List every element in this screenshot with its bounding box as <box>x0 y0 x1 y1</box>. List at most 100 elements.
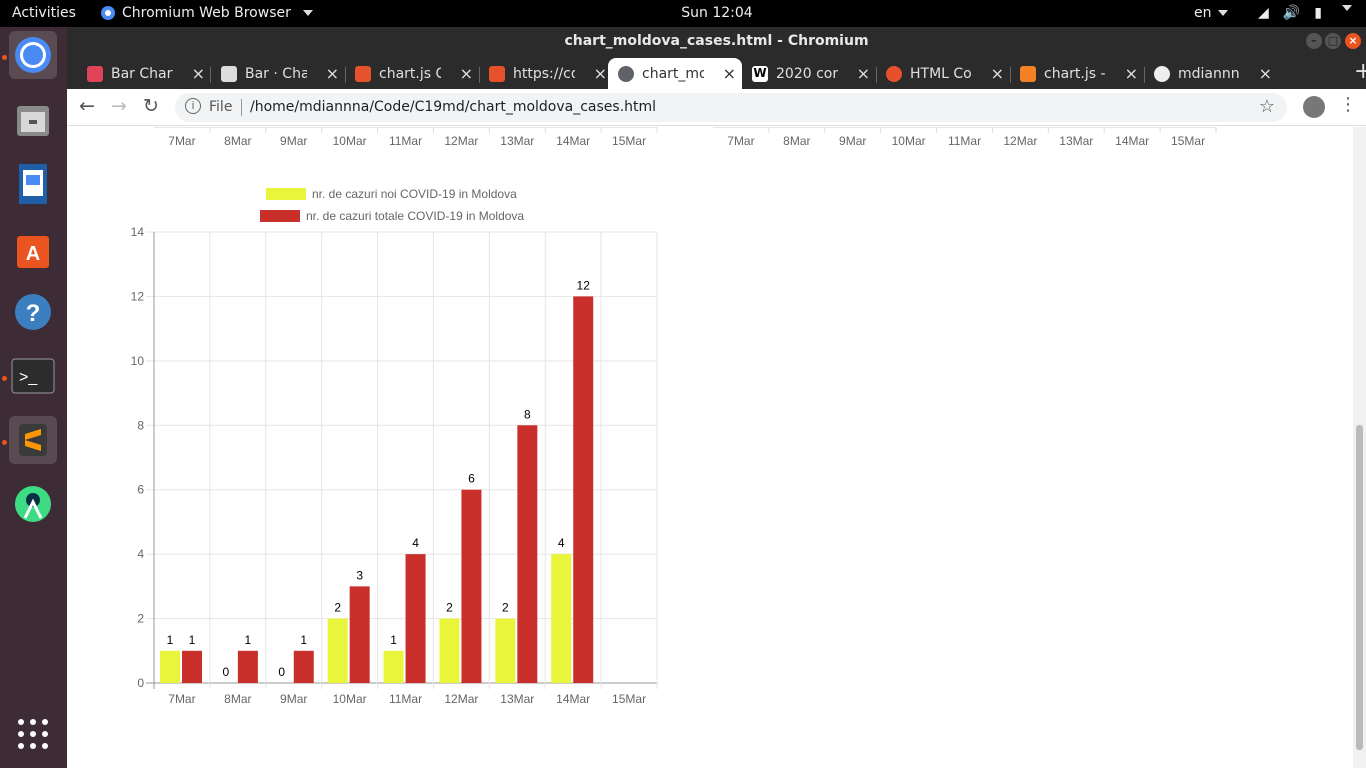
upper-chart-tick-label: 13Mar <box>500 134 534 148</box>
upper-chart-tick-label: 9Mar <box>839 134 866 148</box>
dock-software[interactable]: A <box>9 224 57 272</box>
url-text[interactable]: /home/mdiannna/Code/C19md/chart_moldova_… <box>250 99 657 115</box>
scrollbar[interactable] <box>1353 127 1366 768</box>
chevron-down-icon <box>1217 10 1228 16</box>
book-icon <box>221 65 237 82</box>
close-icon[interactable]: × <box>990 64 1004 83</box>
bar-new-cases <box>551 554 572 683</box>
reload-button[interactable]: ↻ <box>143 95 159 117</box>
upper-chart-tick-label: 11Mar <box>389 134 422 148</box>
data-label: 1 <box>245 633 252 647</box>
scrollbar-thumb[interactable] <box>1356 425 1363 750</box>
show-applications-button[interactable] <box>9 710 57 758</box>
close-icon[interactable]: × <box>1124 64 1138 83</box>
upper-chart-tick-label: 7Mar <box>168 134 195 148</box>
upper-chart-tick-label: 10Mar <box>892 134 926 148</box>
close-icon[interactable]: × <box>191 64 205 83</box>
upper-chart-tick-label: 14Mar <box>1115 134 1149 148</box>
tab-chartjs-cdn[interactable]: chart.js CDN × <box>345 58 479 89</box>
wikipedia-icon: W <box>752 65 768 82</box>
data-label: 2 <box>502 601 509 615</box>
clock[interactable]: Sun 12:04 <box>681 5 753 21</box>
data-label: 1 <box>189 633 196 647</box>
bar-new-cases <box>160 650 180 683</box>
tab-github[interactable]: mdiannna × <box>1144 58 1278 89</box>
dock-help[interactable]: ? <box>9 288 57 336</box>
x-tick-label: 14Mar <box>556 692 590 706</box>
forward-button[interactable]: → <box>111 95 127 117</box>
y-tick-label: 2 <box>137 612 144 626</box>
bar-new-cases <box>495 618 516 683</box>
dock-android-studio[interactable] <box>9 480 57 528</box>
data-label: 0 <box>223 665 230 679</box>
tab-separator <box>210 67 211 83</box>
data-label: 0 <box>278 665 285 679</box>
close-window-button[interactable]: × <box>1345 33 1361 49</box>
svg-text:?: ? <box>26 300 41 327</box>
upper-chart-tick-label: 11Mar <box>948 134 981 148</box>
system-top-bar: Activities Chromium Web Browser Sun 12:0… <box>0 0 1366 27</box>
wifi-icon: ◢ <box>1258 5 1269 21</box>
favicon-icon <box>886 65 902 82</box>
star-icon[interactable]: ☆ <box>1258 96 1275 117</box>
upper-chart-tick-label: 7Mar <box>727 134 754 148</box>
avatar[interactable] <box>1303 96 1325 118</box>
battery-icon: ▮ <box>1314 5 1322 21</box>
language-label: en <box>1194 5 1212 21</box>
tab-cdn-url[interactable]: https://cdn × <box>479 58 613 89</box>
app-menu[interactable]: Chromium Web Browser <box>100 5 313 21</box>
upper-chart-tick-label: 10Mar <box>333 134 367 148</box>
minimize-button[interactable]: – <box>1306 33 1322 49</box>
bar-new-cases <box>327 618 348 683</box>
maximize-button[interactable]: □ <box>1325 33 1341 49</box>
globe-icon <box>618 65 634 82</box>
tab-label: mdiannna <box>1178 65 1240 82</box>
running-indicator <box>2 440 7 445</box>
tab-label: chart.js - H <box>1044 65 1106 82</box>
x-tick-label: 8Mar <box>224 692 251 706</box>
stackoverflow-icon <box>1020 65 1036 82</box>
menu-icon[interactable]: ⋮ <box>1339 94 1357 115</box>
tab-strip: Bar Chart × Bar · Chart × chart.js CDN ×… <box>67 55 1366 89</box>
legend-label: nr. de cazuri noi COVID-19 in Moldova <box>312 187 517 201</box>
close-icon[interactable]: × <box>1258 64 1272 83</box>
window-title-bar: chart_moldova_cases.html - Chromium – □ … <box>67 27 1366 55</box>
back-button[interactable]: ← <box>79 95 95 117</box>
tab-bar-chart[interactable]: Bar Chart × <box>77 58 211 89</box>
dock: A ? >_ <box>0 27 67 768</box>
close-icon[interactable]: × <box>722 64 736 83</box>
data-label: 8 <box>524 407 531 421</box>
chromium-icon <box>101 6 115 20</box>
info-icon[interactable]: i <box>185 98 201 114</box>
tab-stackoverflow[interactable]: chart.js - H × <box>1010 58 1144 89</box>
upper-chart-tick-label: 15Mar <box>1171 134 1205 148</box>
tab-chart-moldova-active[interactable]: chart_moldova × <box>608 58 742 89</box>
tab-label: Bar Chart <box>111 65 173 82</box>
bar-total-cases <box>237 650 258 683</box>
legend-swatch <box>260 210 300 222</box>
dock-terminal[interactable]: >_ <box>9 352 57 400</box>
system-menu[interactable]: ◢ 🔊 ▮ <box>1258 5 1352 21</box>
tab-bar-chart-docs[interactable]: Bar · Chart × <box>211 58 345 89</box>
close-icon[interactable]: × <box>459 64 473 83</box>
bar-new-cases <box>383 650 404 683</box>
favicon-icon <box>87 65 103 82</box>
address-bar[interactable]: i File /home/mdiannna/Code/C19md/chart_m… <box>175 93 1287 122</box>
tab-html-color[interactable]: HTML Color × <box>876 58 1010 89</box>
writer-icon <box>19 164 47 204</box>
dock-chromium[interactable] <box>9 31 57 79</box>
activities-button[interactable]: Activities <box>12 5 76 21</box>
dock-writer[interactable] <box>9 160 57 208</box>
upper-chart-tick-label: 12Mar <box>1003 134 1037 148</box>
tab-wikipedia[interactable]: W 2020 coron × <box>742 58 876 89</box>
close-icon[interactable]: × <box>325 64 339 83</box>
upper-chart-tick-label: 8Mar <box>224 134 251 148</box>
y-tick-label: 8 <box>137 418 144 432</box>
close-icon[interactable]: × <box>856 64 870 83</box>
language-indicator[interactable]: en <box>1194 5 1228 21</box>
dock-sublime[interactable] <box>9 416 57 464</box>
new-tab-button[interactable]: + <box>1354 59 1366 84</box>
close-icon[interactable]: × <box>593 64 607 83</box>
favicon-icon <box>489 65 505 82</box>
dock-files[interactable] <box>9 96 57 144</box>
